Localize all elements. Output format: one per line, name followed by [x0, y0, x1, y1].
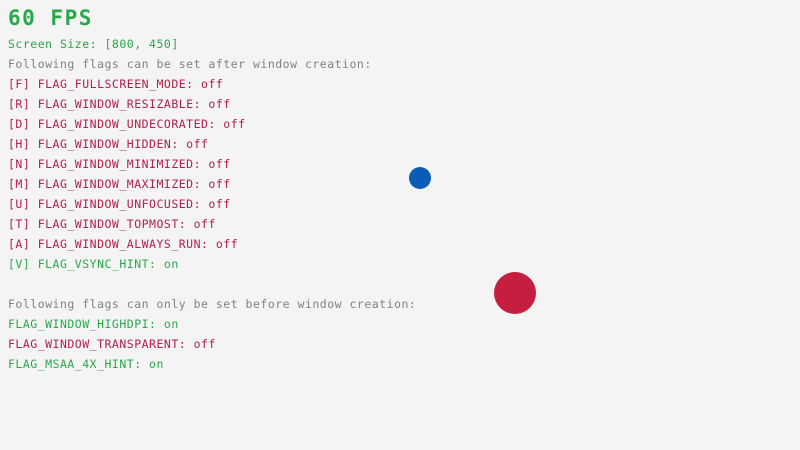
runtime-flags-heading: Following flags can be set after window …	[8, 57, 372, 71]
creation-flags-heading: Following flags can only be set before w…	[8, 297, 417, 311]
flag-row-window-maximized[interactable]: [M] FLAG_WINDOW_MAXIMIZED: off	[8, 177, 231, 191]
fps-counter: 60 FPS	[8, 6, 93, 30]
flag-row-window-transparent: FLAG_WINDOW_TRANSPARENT: off	[8, 337, 216, 351]
flag-row-window-unfocused[interactable]: [U] FLAG_WINDOW_UNFOCUSED: off	[8, 197, 231, 211]
flag-row-window-topmost[interactable]: [T] FLAG_WINDOW_TOPMOST: off	[8, 217, 216, 231]
flag-row-fullscreen-mode[interactable]: [F] FLAG_FULLSCREEN_MODE: off	[8, 77, 224, 91]
flag-row-window-resizable[interactable]: [R] FLAG_WINDOW_RESIZABLE: off	[8, 97, 231, 111]
flag-row-vsync-hint[interactable]: [V] FLAG_VSYNC_HINT: on	[8, 257, 179, 271]
blue-ball-shape	[409, 167, 431, 189]
red-ball-shape	[494, 272, 536, 314]
flag-row-msaa-4x-hint: FLAG_MSAA_4X_HINT: on	[8, 357, 164, 371]
flag-row-window-highdpi: FLAG_WINDOW_HIGHDPI: on	[8, 317, 179, 331]
flag-row-window-minimized[interactable]: [N] FLAG_WINDOW_MINIMIZED: off	[8, 157, 231, 171]
flag-row-window-hidden[interactable]: [H] FLAG_WINDOW_HIDDEN: off	[8, 137, 209, 151]
screen-size-label: Screen Size: [800, 450]	[8, 37, 179, 51]
flag-row-window-always-run[interactable]: [A] FLAG_WINDOW_ALWAYS_RUN: off	[8, 237, 239, 251]
flag-row-window-undecorated[interactable]: [D] FLAG_WINDOW_UNDECORATED: off	[8, 117, 246, 131]
